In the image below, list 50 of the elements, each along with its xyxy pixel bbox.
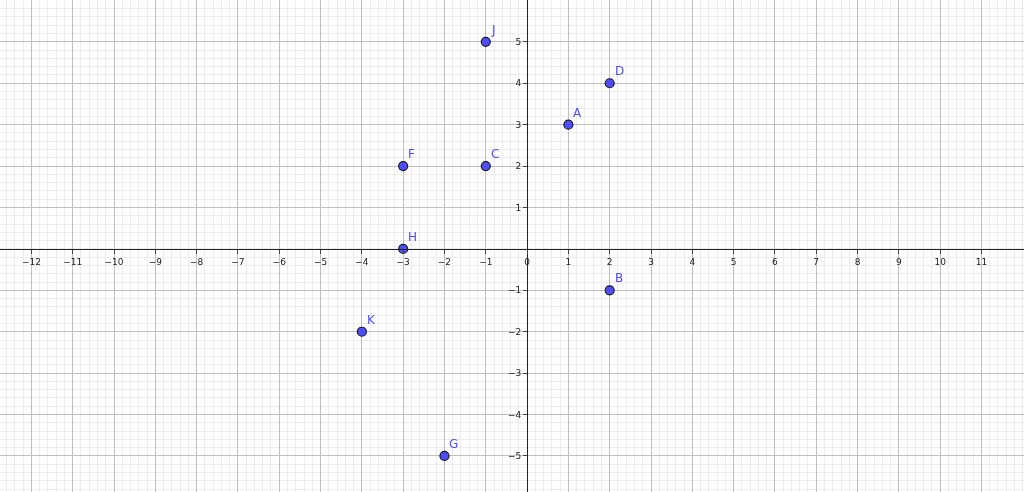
- x-tick-label: 4: [689, 256, 696, 267]
- x-tick-label: −9: [148, 256, 163, 267]
- annotation: B: [615, 271, 624, 285]
- annotation: C: [491, 147, 500, 161]
- x-tick-label: −10: [104, 256, 124, 267]
- x-tick-label: −2: [437, 256, 452, 267]
- y-tick-label: −5: [508, 451, 522, 462]
- point: [480, 36, 491, 47]
- x-tick-label: −6: [272, 256, 287, 267]
- x-tick-label: 9: [895, 256, 902, 267]
- point: [480, 160, 491, 172]
- annotation: F: [408, 147, 415, 161]
- annotation: K: [367, 313, 376, 327]
- x-tick-label: −5: [313, 256, 328, 267]
- y-tick-label: −2: [508, 326, 522, 337]
- x-tick-label: 7: [813, 256, 820, 267]
- point: [356, 326, 367, 337]
- x-tick-label: 3: [648, 256, 654, 267]
- y-tick-label: −4: [508, 409, 522, 420]
- x-tick-label: 8: [854, 256, 861, 267]
- x-tick-label: −8: [189, 256, 204, 267]
- x-tick-label: −12: [21, 256, 41, 267]
- annotation: G: [449, 437, 459, 451]
- y-tick-label: 5: [515, 36, 522, 47]
- x-tick-label: 2: [606, 256, 613, 267]
- annotation: D: [615, 64, 625, 78]
- y-tick-label: 3: [515, 119, 522, 130]
- y-tick-label: 2: [515, 161, 522, 172]
- point: [439, 450, 450, 462]
- x-tick-label: −4: [355, 256, 369, 267]
- point: [563, 119, 574, 130]
- x-tick-label: −3: [396, 256, 410, 267]
- y-tick-label: −1: [508, 285, 522, 296]
- annotation: A: [573, 106, 582, 120]
- y-tick-label: −3: [508, 368, 522, 379]
- x-tick-label: 6: [772, 256, 779, 267]
- x-tick-label: 10: [934, 256, 947, 267]
- x-tick-label: −11: [63, 256, 83, 267]
- x-tick-label: 11: [975, 256, 988, 267]
- point: [604, 78, 615, 89]
- point: [398, 160, 409, 172]
- annotation: J: [491, 23, 496, 37]
- x-tick-label: 5: [730, 256, 737, 267]
- x-tick-label: 1: [565, 256, 572, 267]
- y-tick-label: 1: [515, 202, 522, 213]
- point: [604, 285, 615, 296]
- x-tick-label: −1: [479, 256, 493, 267]
- y-tick-label: 4: [515, 78, 522, 89]
- x-tick-label: −7: [231, 256, 245, 267]
- annotation: H: [408, 230, 418, 244]
